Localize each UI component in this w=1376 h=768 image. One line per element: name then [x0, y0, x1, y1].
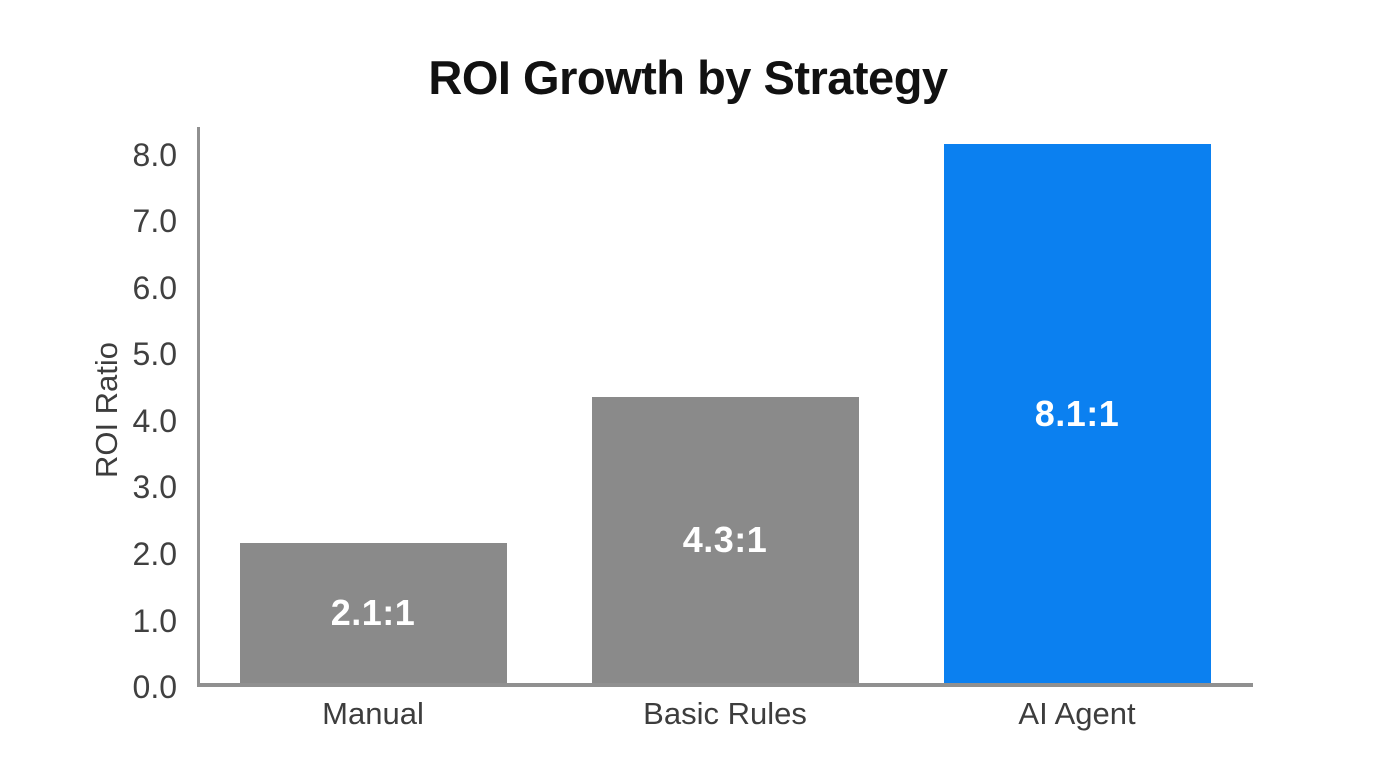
chart-title: ROI Growth by Strategy	[428, 51, 948, 104]
x-tick-label-basic-rules: Basic Rules	[643, 696, 807, 731]
bar-ai-agent: 8.1:1	[943, 144, 1211, 683]
x-tick-label-ai-agent: AI Agent	[1018, 696, 1136, 731]
y-tick-label: 5.0	[132, 336, 177, 373]
bar-value-label: 2.1:1	[330, 592, 416, 634]
y-tick-label: 1.0	[132, 602, 177, 639]
y-tick-label: 7.0	[132, 203, 177, 240]
plot-area: 2.1:1 4.3:1 8.1:1	[197, 127, 1253, 687]
y-tick-label: 8.0	[132, 136, 177, 173]
bar-manual: 2.1:1	[239, 543, 507, 683]
y-tick-label: 2.0	[132, 535, 177, 572]
y-tick-label: 3.0	[132, 469, 177, 506]
x-tick-label-manual: Manual	[322, 696, 424, 731]
bar-basic-rules: 4.3:1	[591, 397, 859, 683]
bar-value-label: 8.1:1	[1034, 392, 1120, 434]
x-axis-tick-labels: Manual Basic Rules AI Agent	[197, 698, 1253, 738]
y-tick-label: 6.0	[132, 269, 177, 306]
y-tick-label: 0.0	[132, 669, 177, 705]
bar-value-label: 4.3:1	[682, 519, 768, 560]
y-tick-label: 4.0	[132, 402, 177, 439]
y-axis-tick-labels: 0.0 1.0 2.0 3.0 4.0 5.0 6.0 7.0 8.0	[0, 127, 197, 703]
